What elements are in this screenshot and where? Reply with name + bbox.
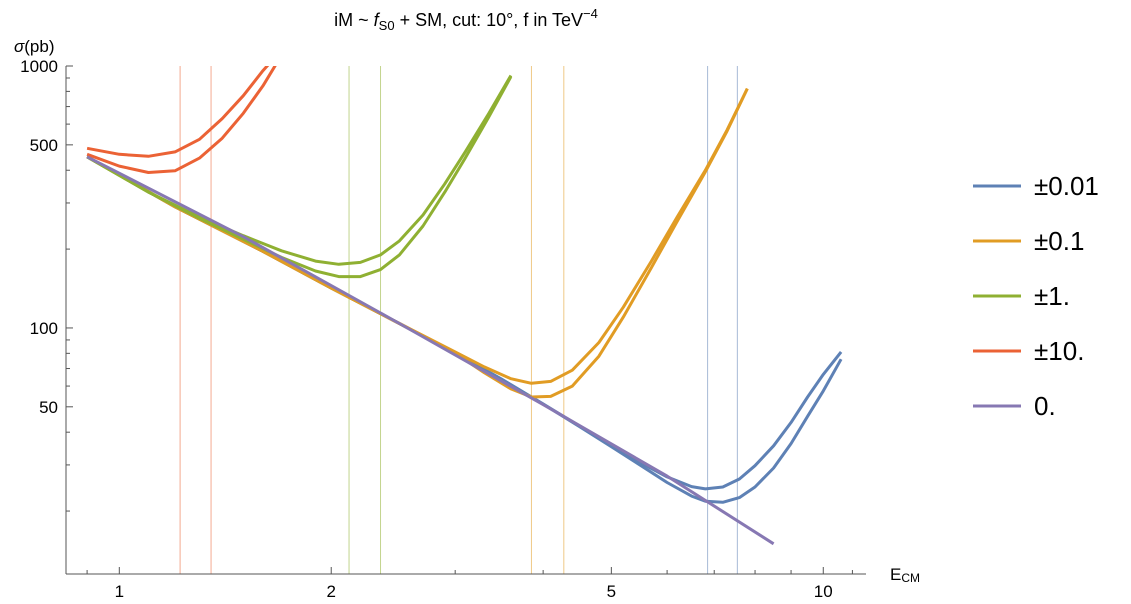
y-tick-label: 100 (30, 319, 58, 338)
series-line-1-0 (86, 87, 749, 385)
x-axis-main: E (890, 565, 901, 584)
y-axis-unit: (pb) (24, 37, 54, 56)
x-tick-label: 1 (115, 582, 124, 601)
axes: 1 2 5 10 50 100 500 1000 (20, 57, 866, 601)
series-line-3-1 (86, 66, 277, 174)
y-tick-label: 500 (30, 136, 58, 155)
legend-label: ±1. (1034, 281, 1070, 311)
title-exponent: −4 (583, 6, 598, 21)
legend-label: ±0.1 (1034, 226, 1084, 256)
series-line-0-1 (86, 155, 843, 504)
legend-label: 0. (1034, 391, 1056, 421)
x-axis-subscript: CM (901, 571, 920, 585)
title-prefix: iM ~ (334, 10, 374, 30)
legend-label: ±10. (1034, 336, 1084, 366)
x-tick-label: 5 (607, 582, 616, 601)
x-tick-label: 2 (326, 582, 335, 601)
y-axis-label: σ(pb) (14, 37, 55, 56)
legend-label: ±0.01 (1034, 171, 1099, 201)
chart-title: iM ~ fS0 + SM, cut: 10°, f in TeV−4 (334, 6, 598, 33)
y-tick-label: 50 (39, 398, 58, 417)
x-axis-label: ECM (890, 565, 920, 585)
title-coupling-subscript: S0 (379, 18, 395, 33)
title-suffix: + SM, cut: 10°, f in TeV (395, 10, 583, 30)
y-tick-label: 1000 (20, 57, 58, 76)
x-tick-label: 10 (814, 582, 833, 601)
series-line-1-1 (86, 87, 749, 399)
series-line-0-0 (86, 155, 843, 491)
y-axis-symbol: σ (14, 37, 25, 56)
series-curves (86, 66, 843, 546)
title-coupling-symbol: f (374, 10, 381, 30)
series-line-2-1 (86, 75, 513, 279)
series-line-3-0 (86, 66, 270, 158)
series-line-2-0 (86, 74, 513, 266)
threshold-lines (179, 66, 738, 574)
series-line-4-0 (86, 155, 775, 546)
legend: ±0.01 ±0.1 ±1. ±10. 0. (973, 171, 1099, 421)
